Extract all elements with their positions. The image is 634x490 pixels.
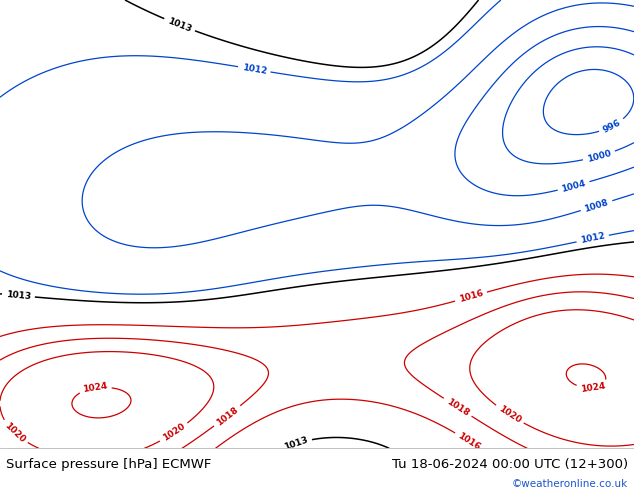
Text: 1004: 1004 <box>560 178 587 194</box>
Text: 1020: 1020 <box>496 404 522 425</box>
Text: 1012: 1012 <box>579 232 605 245</box>
Text: 1024: 1024 <box>82 382 108 394</box>
Text: 1020: 1020 <box>3 421 27 444</box>
Text: 1000: 1000 <box>586 148 612 164</box>
Text: 1020: 1020 <box>161 422 187 443</box>
Text: 1013: 1013 <box>166 16 193 34</box>
Text: Surface pressure [hPa] ECMWF: Surface pressure [hPa] ECMWF <box>6 458 212 471</box>
Text: ©weatheronline.co.uk: ©weatheronline.co.uk <box>512 479 628 489</box>
Text: 1012: 1012 <box>241 63 268 76</box>
Text: Tu 18-06-2024 00:00 UTC (12+300): Tu 18-06-2024 00:00 UTC (12+300) <box>392 458 628 471</box>
Text: 1018: 1018 <box>215 405 240 427</box>
Text: 1013: 1013 <box>283 436 309 452</box>
Text: 996: 996 <box>601 118 622 135</box>
Text: 1008: 1008 <box>583 197 610 214</box>
Text: 1013: 1013 <box>6 290 31 301</box>
Text: 1024: 1024 <box>579 382 605 394</box>
Text: 1016: 1016 <box>456 431 482 452</box>
Text: 1016: 1016 <box>458 289 484 304</box>
Text: 1018: 1018 <box>444 397 470 418</box>
